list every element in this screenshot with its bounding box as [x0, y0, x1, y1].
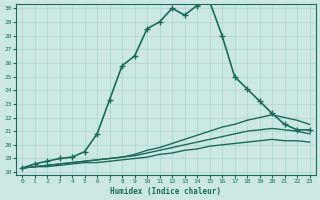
X-axis label: Humidex (Indice chaleur): Humidex (Indice chaleur) — [110, 187, 221, 196]
